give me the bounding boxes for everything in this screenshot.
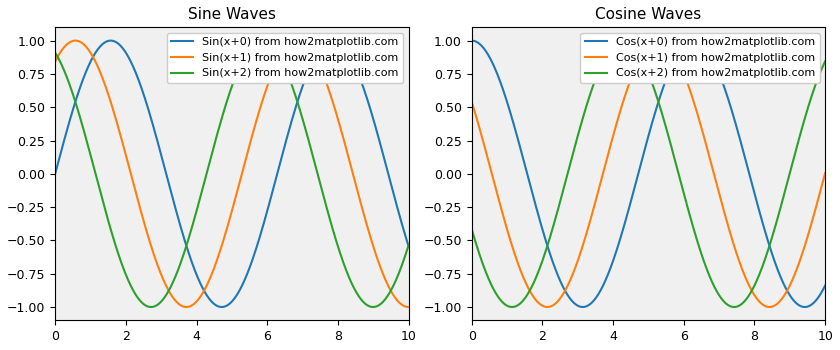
Cos(x+2) from how2matplotlib.com	[820, 59, 830, 63]
Cos(x+0) from how2matplotlib.com	[467, 38, 477, 43]
Cos(x+1) from how2matplotlib.com	[813, 198, 823, 202]
Cos(x+2) from how2matplotlib.com	[758, 264, 768, 268]
Sin(x+2) from how2matplotlib.com	[220, 105, 230, 109]
Line: Cos(x+2) from how2matplotlib.com: Cos(x+2) from how2matplotlib.com	[472, 41, 825, 307]
Line: Cos(x+1) from how2matplotlib.com: Cos(x+1) from how2matplotlib.com	[472, 41, 825, 307]
Cos(x+2) from how2matplotlib.com	[636, 55, 646, 60]
Legend: Sin(x+0) from how2matplotlib.com, Sin(x+1) from how2matplotlib.com, Sin(x+2) fro: Sin(x+0) from how2matplotlib.com, Sin(x+…	[166, 33, 403, 83]
Line: Sin(x+1) from how2matplotlib.com: Sin(x+1) from how2matplotlib.com	[55, 41, 408, 307]
Sin(x+0) from how2matplotlib.com	[221, 304, 231, 308]
Sin(x+1) from how2matplotlib.com	[260, 89, 270, 93]
Sin(x+2) from how2matplotlib.com	[261, 40, 271, 44]
Sin(x+1) from how2matplotlib.com	[396, 302, 406, 306]
Cos(x+1) from how2matplotlib.com	[543, 305, 553, 309]
Cos(x+2) from how2matplotlib.com	[813, 76, 823, 80]
Cos(x+0) from how2matplotlib.com	[678, 45, 688, 49]
Sin(x+1) from how2matplotlib.com	[241, 155, 251, 159]
Cos(x+1) from how2matplotlib.com	[758, 302, 768, 307]
Cos(x+0) from how2matplotlib.com	[757, 219, 767, 223]
Sin(x+0) from how2matplotlib.com	[217, 305, 227, 309]
Cos(x+0) from how2matplotlib.com	[820, 284, 830, 288]
Cos(x+1) from how2matplotlib.com	[654, 38, 664, 43]
Line: Sin(x+0) from how2matplotlib.com: Sin(x+0) from how2matplotlib.com	[55, 41, 408, 307]
Title: Sine Waves: Sine Waves	[188, 7, 276, 22]
Sin(x+0) from how2matplotlib.com	[328, 38, 338, 43]
Cos(x+2) from how2matplotlib.com	[467, 227, 477, 231]
Cos(x+1) from how2matplotlib.com	[820, 171, 830, 175]
Sin(x+2) from how2matplotlib.com	[218, 112, 228, 116]
Cos(x+1) from how2matplotlib.com	[638, 52, 648, 56]
Cos(x+2) from how2matplotlib.com	[618, 38, 628, 43]
Sin(x+2) from how2matplotlib.com	[368, 305, 378, 309]
Cos(x+0) from how2matplotlib.com	[578, 305, 588, 309]
Cos(x+2) from how2matplotlib.com	[659, 119, 669, 124]
Sin(x+1) from how2matplotlib.com	[218, 239, 228, 244]
Sin(x+2) from how2matplotlib.com	[403, 243, 413, 247]
Cos(x+1) from how2matplotlib.com	[635, 56, 645, 60]
Cos(x+2) from how2matplotlib.com	[507, 305, 517, 309]
Sin(x+1) from how2matplotlib.com	[340, 144, 350, 148]
Cos(x+2) from how2matplotlib.com	[679, 190, 689, 194]
Sin(x+0) from how2matplotlib.com	[261, 212, 271, 217]
Sin(x+1) from how2matplotlib.com	[403, 305, 413, 309]
Sin(x+0) from how2matplotlib.com	[50, 172, 60, 176]
Title: Cosine Waves: Cosine Waves	[596, 7, 701, 22]
Sin(x+2) from how2matplotlib.com	[257, 38, 267, 43]
Cos(x+1) from how2matplotlib.com	[679, 71, 689, 75]
Sin(x+1) from how2matplotlib.com	[50, 60, 60, 64]
Cos(x+0) from how2matplotlib.com	[812, 296, 822, 301]
Line: Cos(x+0) from how2matplotlib.com: Cos(x+0) from how2matplotlib.com	[472, 41, 825, 307]
Cos(x+0) from how2matplotlib.com	[659, 84, 669, 88]
Cos(x+1) from how2matplotlib.com	[467, 100, 477, 104]
Sin(x+2) from how2matplotlib.com	[50, 51, 60, 55]
Sin(x+2) from how2matplotlib.com	[396, 264, 407, 268]
Sin(x+0) from how2matplotlib.com	[403, 244, 413, 248]
Cos(x+1) from how2matplotlib.com	[659, 40, 669, 44]
Cos(x+2) from how2matplotlib.com	[638, 59, 648, 63]
Cos(x+0) from how2matplotlib.com	[635, 164, 645, 168]
Sin(x+2) from how2matplotlib.com	[340, 266, 350, 271]
Sin(x+1) from how2matplotlib.com	[292, 38, 302, 43]
Legend: Cos(x+0) from how2matplotlib.com, Cos(x+1) from how2matplotlib.com, Cos(x+2) fro: Cos(x+0) from how2matplotlib.com, Cos(x+…	[580, 33, 820, 83]
Line: Sin(x+2) from how2matplotlib.com: Sin(x+2) from how2matplotlib.com	[55, 41, 408, 307]
Cos(x+0) from how2matplotlib.com	[638, 156, 648, 160]
Sin(x+0) from how2matplotlib.com	[396, 220, 407, 225]
Sin(x+0) from how2matplotlib.com	[218, 305, 228, 309]
Sin(x+1) from how2matplotlib.com	[220, 232, 230, 237]
Sin(x+2) from how2matplotlib.com	[241, 51, 251, 56]
Sin(x+0) from how2matplotlib.com	[242, 272, 252, 276]
Sin(x+0) from how2matplotlib.com	[341, 48, 351, 52]
